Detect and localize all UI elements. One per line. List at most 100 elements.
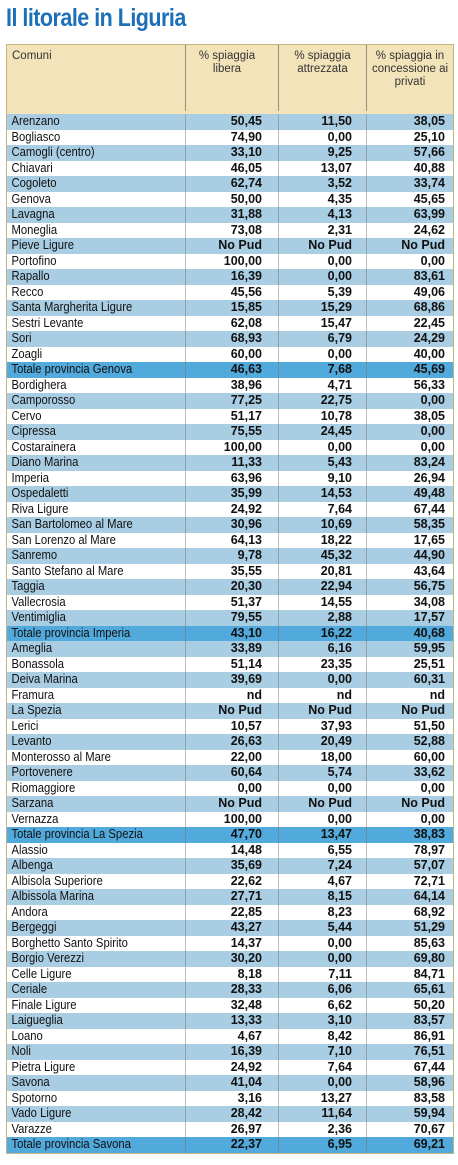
value-attrezzata: 8,15: [278, 889, 366, 905]
comune-name: Cogoleto: [11, 176, 57, 190]
value-concessione: 83,57: [366, 1013, 453, 1029]
comune-name: Framura: [11, 687, 55, 702]
value-libera: 41,04: [185, 1075, 278, 1091]
table-row: Albenga 35,69 7,24 57,07: [7, 858, 453, 874]
comune-name: Portovenere: [11, 765, 73, 779]
value-concessione: 65,61: [366, 982, 453, 998]
comune-name: San Bartolomeo al Mare: [11, 517, 133, 531]
value-concessione: 34,08: [366, 594, 453, 610]
table-row: Lavagna 31,88 4,13 63,99: [7, 207, 453, 223]
value-libera: 30,20: [185, 951, 278, 967]
value-libera: 14,48: [185, 842, 278, 858]
table-row: Riva Ligure 24,92 7,64 67,44: [7, 501, 453, 517]
table-row: Riomaggiore 0,00 0,00 0,00: [7, 780, 453, 796]
value-attrezzata: 18,22: [278, 532, 366, 548]
comune-name: Albisola Superiore: [11, 873, 103, 888]
value-libera: 100,00: [185, 439, 278, 455]
value-concessione: 83,58: [366, 1090, 453, 1106]
header-libera: % spiaggia libera: [185, 45, 278, 111]
table-row: Vernazza 100,00 0,00 0,00: [7, 811, 453, 827]
value-concessione: 60,00: [366, 749, 453, 765]
value-attrezzata: 0,00: [278, 346, 366, 362]
value-attrezzata: 7,64: [278, 1059, 366, 1075]
value-attrezzata: 20,81: [278, 563, 366, 579]
table-row: Sanremo 9,78 45,32 44,90: [7, 548, 453, 564]
value-libera: 77,25: [185, 393, 278, 409]
value-libera: 60,64: [185, 765, 278, 781]
value-attrezzata: 4,13: [278, 207, 366, 223]
value-attrezzata: 16,22: [278, 625, 366, 641]
value-attrezzata: 18,00: [278, 749, 366, 765]
table-row: Portovenere 60,64 5,74 33,62: [7, 765, 453, 781]
table-row: Santo Stefano al Mare 35,55 20,81 43,64: [7, 563, 453, 579]
comune-name: Pieve Ligure: [11, 238, 75, 252]
value-concessione: 52,88: [366, 734, 453, 750]
table-row: Savona 41,04 0,00 58,96: [7, 1075, 453, 1091]
value-concessione: 56,75: [366, 579, 453, 595]
value-concessione: 59,95: [366, 641, 453, 657]
value-libera: 28,42: [185, 1106, 278, 1122]
value-attrezzata: 5,39: [278, 284, 366, 300]
comune-name: Finale Ligure: [11, 997, 77, 1012]
table-row: Costarainera 100,00 0,00 0,00: [7, 439, 453, 455]
value-attrezzata: 2,31: [278, 222, 366, 238]
table-row: Rapallo 16,39 0,00 83,61: [7, 269, 453, 285]
comune-name: Albenga: [11, 858, 53, 872]
value-concessione: No Pud: [366, 238, 453, 254]
value-concessione: 50,20: [366, 997, 453, 1013]
comune-name: Taggia: [11, 579, 45, 593]
value-attrezzata: 6,62: [278, 997, 366, 1013]
value-attrezzata: 0,00: [278, 935, 366, 951]
value-libera: 13,33: [185, 1013, 278, 1029]
value-attrezzata: 4,67: [278, 873, 366, 889]
value-attrezzata: 0,00: [278, 129, 366, 145]
comune-name: Sori: [11, 331, 32, 345]
value-concessione: 60,31: [366, 672, 453, 688]
litorale-table: Comuni % spiaggia libera % spiaggia attr…: [6, 44, 454, 1154]
comune-name: Ospedaletti: [11, 486, 69, 500]
value-attrezzata: 4,35: [278, 191, 366, 207]
value-attrezzata: 6,55: [278, 842, 366, 858]
comune-name: Loano: [11, 1028, 43, 1043]
value-libera: 20,30: [185, 579, 278, 595]
value-attrezzata: 0,00: [278, 1075, 366, 1091]
value-attrezzata: 11,50: [278, 114, 366, 130]
value-concessione: 68,92: [366, 904, 453, 920]
table-row: San Lorenzo al Mare 64,13 18,22 17,65: [7, 532, 453, 548]
comune-name: Albissola Marina: [11, 889, 95, 903]
comune-name: Arenzano: [11, 114, 60, 128]
comune-name: Varazze: [11, 1121, 52, 1136]
table-row: Albissola Marina 27,71 8,15 64,14: [7, 889, 453, 905]
value-libera: 31,88: [185, 207, 278, 223]
comune-name: Santa Margherita Ligure: [11, 300, 133, 314]
table-row: Bonassola 51,14 23,35 25,51: [7, 656, 453, 672]
value-concessione: 0,00: [366, 424, 453, 440]
table-row: Vallecrosia 51,37 14,55 34,08: [7, 594, 453, 610]
value-attrezzata: 3,52: [278, 176, 366, 192]
value-attrezzata: 14,55: [278, 594, 366, 610]
header-attrezzata: % spiaggia attrezzata: [278, 45, 366, 111]
value-attrezzata: 9,10: [278, 470, 366, 486]
value-attrezzata: nd: [278, 687, 366, 703]
comune-name: Camporosso: [11, 393, 76, 407]
value-attrezzata: 5,74: [278, 765, 366, 781]
value-attrezzata: 13,07: [278, 160, 366, 176]
value-libera: 10,57: [185, 718, 278, 734]
value-attrezzata: 22,94: [278, 579, 366, 595]
table-total-row: Totale provincia Imperia 43,10 16,22 40,68: [7, 625, 453, 641]
comune-name: Celle Ligure: [11, 966, 72, 981]
value-concessione: 0,00: [366, 780, 453, 796]
value-concessione: 38,83: [366, 827, 453, 843]
comune-name: La Spezia: [11, 703, 62, 717]
comune-name: Totale provincia La Spezia: [11, 827, 143, 841]
comune-name: Portofino: [11, 253, 57, 268]
value-attrezzata: No Pud: [278, 238, 366, 254]
value-attrezzata: 0,00: [278, 811, 366, 827]
value-attrezzata: 20,49: [278, 734, 366, 750]
value-concessione: 67,44: [366, 1059, 453, 1075]
value-attrezzata: 9,25: [278, 145, 366, 161]
value-concessione: 51,50: [366, 718, 453, 734]
table-row: Genova 50,00 4,35 45,65: [7, 191, 453, 207]
table-row: Zoagli 60,00 0,00 40,00: [7, 346, 453, 362]
value-libera: 22,62: [185, 873, 278, 889]
